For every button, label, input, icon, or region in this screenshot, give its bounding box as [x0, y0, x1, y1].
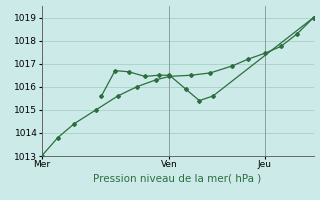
X-axis label: Pression niveau de la mer( hPa ): Pression niveau de la mer( hPa )	[93, 173, 262, 183]
